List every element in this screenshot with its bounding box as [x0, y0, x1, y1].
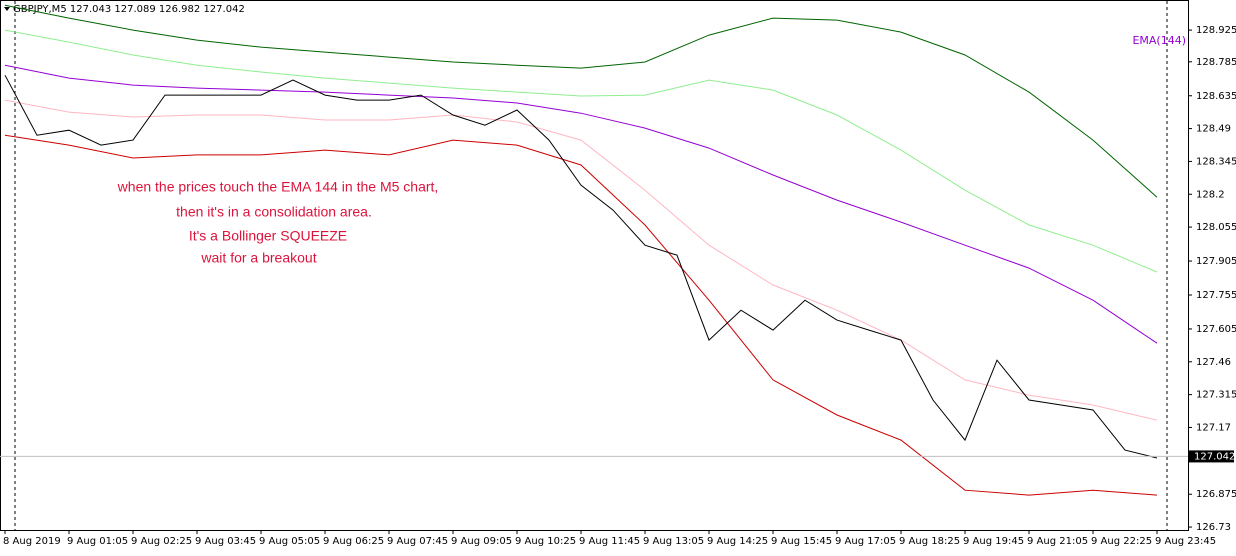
series-line	[4, 4, 1158, 198]
annotation-line: It's a Bollinger SQUEEZE	[189, 228, 347, 244]
series-line	[4, 134, 1158, 496]
x-tick-label: 9 Aug 07:45	[387, 536, 448, 547]
x-tick-label: 9 Aug 03:45	[195, 536, 256, 547]
chart-title: GBPJPY,M5 127.043 127.089 126.982 127.04…	[13, 4, 245, 15]
y-tick-label: 127.315	[1196, 390, 1236, 401]
y-tick-label: 127.46	[1196, 357, 1231, 368]
annotation: when the prices touch the EMA 144 in the…	[117, 179, 439, 266]
x-tick-label: 9 Aug 02:25	[131, 536, 192, 547]
x-tick-label: 9 Aug 10:25	[515, 536, 576, 547]
x-tick-label: 9 Aug 11:45	[579, 536, 640, 547]
x-tick-label: 9 Aug 01:05	[67, 536, 128, 547]
y-tick-label: 128.49	[1196, 124, 1231, 135]
title-arrow	[4, 7, 10, 11]
x-tick-label: 9 Aug 14:25	[707, 536, 768, 547]
x-tick-label: 8 Aug 2019	[3, 536, 61, 547]
y-tick-label: 128.635	[1196, 91, 1236, 102]
annotation-line: when the prices touch the EMA 144 in the…	[117, 179, 439, 195]
annotation-line: then it's in a consolidation area.	[176, 204, 372, 220]
x-tick-label: 9 Aug 06:25	[323, 536, 384, 547]
indicator-label: EMA(144)	[1132, 34, 1186, 47]
y-tick-label: 127.17	[1196, 422, 1231, 433]
y-tick-label: 128.055	[1196, 222, 1236, 233]
y-tick-label: 127.905	[1196, 256, 1236, 267]
x-tick-label: 9 Aug 17:05	[835, 536, 896, 547]
x-tick-label: 9 Aug 23:45	[1155, 536, 1216, 547]
last-price-label: 127.042	[1194, 451, 1235, 462]
x-tick-label: 9 Aug 09:05	[451, 536, 512, 547]
y-tick-label: 127.755	[1196, 290, 1236, 301]
y-tick-label: 126.73	[1196, 522, 1231, 533]
y-tick-label: 128.925	[1196, 25, 1236, 36]
y-tick-label: 128.345	[1196, 156, 1236, 167]
series-line	[4, 29, 1158, 273]
x-tick-label: 9 Aug 05:05	[259, 536, 320, 547]
x-tick-label: 9 Aug 21:05	[1027, 536, 1088, 547]
x-tick-label: 9 Aug 18:25	[899, 536, 960, 547]
y-tick-label: 128.785	[1196, 57, 1236, 68]
y-tick-label: 127.605	[1196, 324, 1236, 335]
plot-frame	[0, 0, 1189, 531]
series-line	[4, 64, 1158, 344]
y-tick-label: 128.2	[1196, 189, 1225, 200]
annotation-line: wait for a breakout	[200, 250, 316, 266]
x-tick-label: 9 Aug 19:45	[963, 536, 1024, 547]
last-price-box	[1188, 450, 1234, 463]
y-tick-label: 126.875	[1196, 489, 1236, 500]
x-tick-label: 9 Aug 13:05	[643, 536, 704, 547]
x-tick-label: 9 Aug 22:25	[1091, 536, 1152, 547]
series-line	[4, 99, 1158, 421]
series-line	[4, 74, 1158, 459]
x-tick-label: 9 Aug 15:45	[771, 536, 832, 547]
